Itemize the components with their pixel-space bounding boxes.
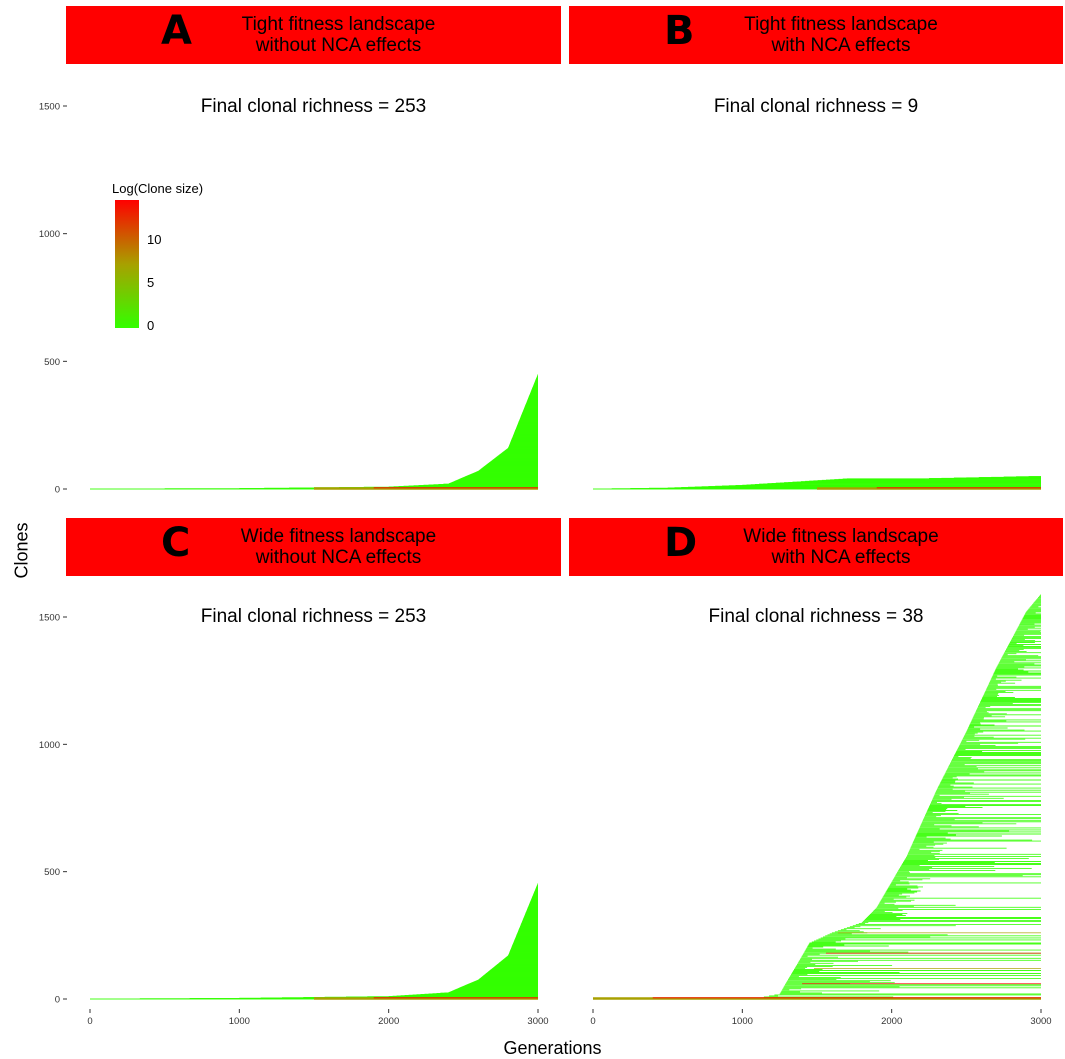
panel-a-title-line1: Tight fitness landscape <box>241 14 436 35</box>
panel-c-clone-lines <box>90 882 538 1000</box>
panel-b-letter: B <box>664 8 695 54</box>
panel-c-richness: Final clonal richness = 253 <box>200 606 427 627</box>
panel-c-y-tick-label: 1000 <box>39 740 60 751</box>
panel-c-title-line2: without NCA effects <box>255 547 422 568</box>
panel-a-dominant-clones <box>314 487 538 490</box>
panel-a-richness: Final clonal richness = 253 <box>200 96 427 117</box>
panel-b-richness: Final clonal richness = 9 <box>713 96 919 117</box>
legend-colorbar <box>115 200 139 328</box>
panel-c-x-tick-label: 2000 <box>378 1016 399 1027</box>
panel-c-header: C Wide fitness landscape without NCA eff… <box>66 518 561 576</box>
panel-b-header: B Tight fitness landscape with NCA effec… <box>569 6 1063 64</box>
panel-a-title-line2: without NCA effects <box>255 35 422 56</box>
panel-d-dominant-clones <box>593 932 1041 1000</box>
panel-d-header: D Wide fitness landscape with NCA effect… <box>569 518 1063 576</box>
y-axis-title: Clones <box>11 522 32 579</box>
panel-c-dominant-clones <box>314 997 538 1000</box>
panel-d-x-tick-label: 3000 <box>1030 1016 1051 1027</box>
panel-b-title-line1: Tight fitness landscape <box>744 14 938 35</box>
panel-d-plot: 0 1000 2000 3000 <box>590 594 1052 1027</box>
panel-a-y-tick-label: 500 <box>44 357 60 368</box>
panel-a-y-tick-label: 0 <box>55 485 60 496</box>
panel-a-title: Tight fitness landscape without NCA effe… <box>66 14 561 56</box>
panel-b-clone-lines <box>593 476 1041 490</box>
x-axis-title: Generations <box>503 1038 602 1058</box>
panel-a-header: A Tight fitness landscape without NCA ef… <box>66 6 561 64</box>
panel-d-clone-lines <box>593 594 1041 1000</box>
legend-label-0: 0 <box>147 318 155 333</box>
legend-label-10: 10 <box>147 232 162 247</box>
panel-c-plot: 0 500 1000 1500 0 1000 2000 3000 <box>39 613 549 1028</box>
panel-b-title: Tight fitness landscape with NCA effects <box>569 14 1063 56</box>
panel-d-title: Wide fitness landscape with NCA effects <box>569 526 1063 568</box>
panel-a-clone-lines <box>90 373 538 490</box>
panel-a-y-tick-label: 1500 <box>39 102 60 113</box>
panel-d-x-tick-label: 0 <box>590 1016 595 1027</box>
legend-title: Log(Clone size) <box>112 181 204 196</box>
panel-a-y-tick-label: 1000 <box>39 229 60 240</box>
panel-b-title-line2: with NCA effects <box>771 35 911 56</box>
panel-c-title: Wide fitness landscape without NCA effec… <box>66 526 561 568</box>
panel-c-y-tick-label: 500 <box>44 867 60 878</box>
panel-d-x-tick-label: 2000 <box>881 1016 902 1027</box>
panel-c-y-tick-label: 0 <box>55 995 60 1006</box>
panel-a-letter: A <box>161 8 192 54</box>
panel-c-letter: C <box>161 520 191 566</box>
panel-c-x-tick-label: 0 <box>87 1016 92 1027</box>
legend-label-5: 5 <box>147 275 155 290</box>
panel-d-letter: D <box>664 520 698 566</box>
panel-b-dominant-clones <box>817 487 1041 490</box>
panel-d-title-line2: with NCA effects <box>771 547 911 568</box>
panel-a-plot: 0 500 1000 1500 <box>39 102 538 496</box>
panel-c-y-tick-label: 1500 <box>39 613 60 624</box>
panel-d-richness: Final clonal richness = 38 <box>708 606 924 627</box>
panel-c-x-tick-label: 3000 <box>527 1016 548 1027</box>
panel-c-x-tick-label: 1000 <box>229 1016 250 1027</box>
panel-d-title-line1: Wide fitness landscape <box>743 526 939 547</box>
panel-b-plot <box>593 476 1041 490</box>
panel-c-title-line1: Wide fitness landscape <box>240 526 437 547</box>
panel-d-x-tick-label: 1000 <box>732 1016 753 1027</box>
